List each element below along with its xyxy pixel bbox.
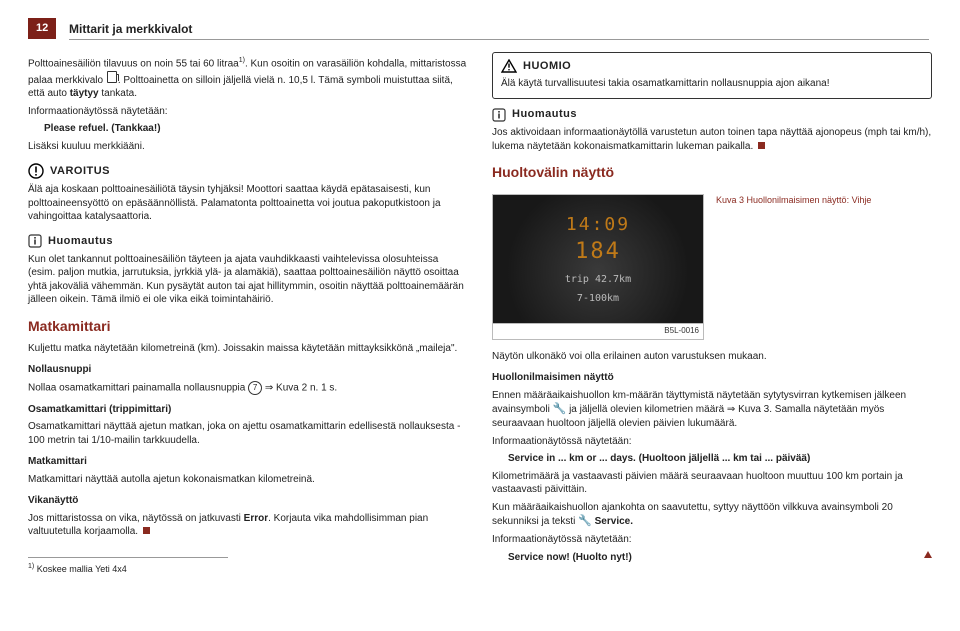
huomautus-block: Huomautus Kun olet tankannut polttoaines… [28,234,468,307]
signal-sound: Lisäksi kuuluu merkkiääni. [28,140,468,154]
info-display-label: Informaationäytössä näytetään: [28,105,468,119]
page: 12 Mittarit ja merkkivalot Polttoainesäi… [0,0,960,589]
mm-sub-osamatkamittari: Osamatkamittari (trippimittari) [28,403,468,417]
r-info2: Informaationäytössä näytetään: [492,533,932,547]
r-p2: Ennen määräaikaishuollon km-määrän täytt… [492,389,932,431]
mm-sub-vikanaytto: Vikanäyttö [28,494,468,508]
huomautus2-title: Huomautus [512,107,577,122]
r-p3: Kilometrimäärä ja vastaavasti päivien mä… [492,470,932,497]
end-square-icon [143,527,150,534]
mm-p1: Kuljettu matka näytetään kilometreinä (k… [28,342,468,356]
please-refuel: Please refuel. (Tankkaa!) [44,122,468,136]
wrench-icon: 🔧 [553,402,567,417]
section-title: Mittarit ja merkkivalot [69,18,929,40]
dash-trip: trip 42.7km [565,273,631,287]
info-icon [492,108,506,122]
continuation-triangle-icon [924,551,932,558]
page-number: 12 [28,18,56,39]
mm-sub-nollausnuppi: Nollausnuppi [28,363,468,377]
matkamittari-heading: Matkamittari [28,317,468,336]
circled-7-icon: 7 [248,381,262,395]
page-header: 12 Mittarit ja merkkivalot [28,18,932,42]
r-p4: Kun määräaikaishuollon ajankohta on saav… [492,501,932,529]
mm-sub-matkamittari: Matkamittari [28,455,468,469]
huomautus2-text: Jos aktivoidaan informaationäytöllä varu… [492,126,932,153]
huoltovali-heading: Huoltovälin näyttö [492,163,932,182]
huomio-title: HUOMIO [523,59,571,74]
varoitus-block: VAROITUS Älä aja koskaan polttoainesäili… [28,163,468,224]
right-column: HUOMIO Älä käytä turvallisuutesi takia o… [492,52,932,575]
r-service-now: Service now! (Huolto nyt!) [508,551,932,565]
varoitus-title: VAROITUS [50,164,110,179]
end-square-icon [758,142,765,149]
r-p1: Näytön ulkonäkö voi olla erilainen auton… [492,350,932,364]
dash-time: 14:09 [566,213,630,237]
left-column: Polttoainesäiliön tilavuus on noin 55 ta… [28,52,468,575]
fuel-paragraph: Polttoainesäiliön tilavuus on noin 55 ta… [28,56,468,101]
r-service-in: Service in ... km or ... days. (Huoltoon… [508,452,932,466]
r-info1: Informaationäytössä näytetään: [492,435,932,449]
varoitus-text: Älä aja koskaan polttoainesäiliötä täysi… [28,183,468,224]
fuel-pump-icon [107,71,117,83]
attention-triangle-icon [501,59,517,73]
huomio-text: Älä käytä turvallisuutesi takia osamatka… [501,77,923,91]
huomautus-text: Kun olet tankannut polttoainesäiliön täy… [28,253,468,307]
huomio-box: HUOMIO Älä käytä turvallisuutesi takia o… [492,52,932,99]
huomautus-title: Huomautus [48,234,113,249]
dash-range: 7-100km [577,292,619,306]
wrench-icon: 🔧 [578,514,592,529]
warning-icon [28,163,44,179]
mm-p3: Osamatkamittari näyttää ajetun matkan, j… [28,420,468,447]
huomautus2-block: Huomautus Jos aktivoidaan informaationäy… [492,107,932,153]
r-sub1: Huollonilmaisimen näyttö [492,371,932,385]
mm-p5: Jos mittaristossa on vika, näytössä on j… [28,512,468,539]
dashboard-image: 14:09 184 trip 42.7km 7-100km B5L-0016 [492,194,704,340]
mm-p2: Nollaa osamatkamittari painamalla nollau… [28,381,468,395]
footnote: 1) Koskee mallia Yeti 4x4 [28,557,228,575]
columns: Polttoainesäiliön tilavuus on noin 55 ta… [28,52,932,575]
info-icon [28,234,42,248]
mm-p4: Matkamittari näyttää autolla ajetun koko… [28,473,468,487]
dash-speed: 184 [575,237,621,267]
image-code: B5L-0016 [493,323,703,339]
